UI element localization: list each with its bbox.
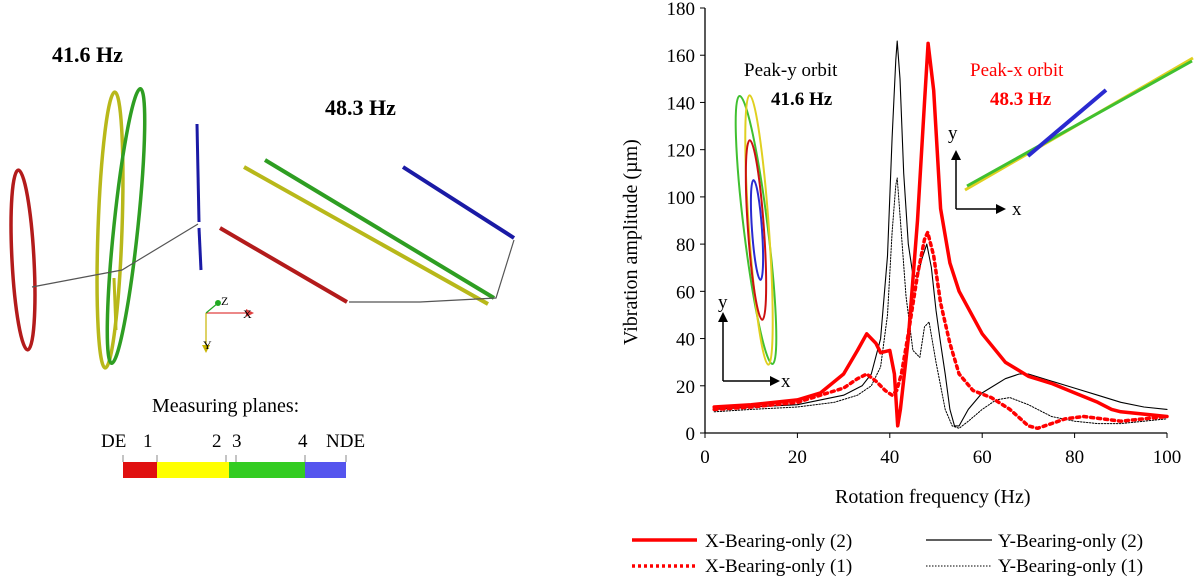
legend-label-y2: Y-Bearing-only (2) xyxy=(998,531,1143,552)
axis-triad: Z X Y xyxy=(202,294,254,353)
orbit-plane3-48 xyxy=(263,158,496,300)
y-tick-label: 180 xyxy=(667,0,696,20)
inset-y-label: y xyxy=(718,292,728,313)
peak-y-title: Peak-y orbit xyxy=(744,60,838,81)
y-tick-label: 20 xyxy=(676,377,695,398)
x-tick-label: 100 xyxy=(1153,447,1182,468)
legend-label-x1: X-Bearing-only (1) xyxy=(705,556,852,577)
triad-y-label: Y xyxy=(203,338,212,352)
x-tick-label: 20 xyxy=(788,447,807,468)
y-axis-label: Vibration amplitude (µm) xyxy=(620,139,642,345)
triad-z-label: Z xyxy=(221,294,228,308)
y-tick-label: 120 xyxy=(667,141,696,162)
plane-label-1: 1 xyxy=(143,431,153,452)
y-tick-label: 40 xyxy=(676,330,695,351)
x-axis-label: Rotation frequency (Hz) xyxy=(835,486,1030,508)
peak-x-title: Peak-x orbit xyxy=(970,60,1064,81)
inset-peak-x-orbit: Peak-x orbit 48.3 Hz y x xyxy=(948,56,1194,220)
series-line-y-bearing-only-2 xyxy=(713,40,1168,427)
inset-orbit-green xyxy=(734,94,778,366)
plane-label-de: DE xyxy=(101,431,126,452)
orbit-plane2-41 xyxy=(95,90,125,370)
inset2-y-label: y xyxy=(948,123,958,144)
x-tick-label: 60 xyxy=(973,447,992,468)
series-line-x-bearing-only-1 xyxy=(712,230,1169,431)
freq-label-41: 41.6 Hz xyxy=(52,42,123,67)
x-tick-label: 40 xyxy=(880,447,899,468)
triad-x-label: X xyxy=(243,307,252,321)
orbit-nde-41b xyxy=(197,227,203,271)
chart: 0 20 40 60 80 100 0 20 40 60 80 100 120 140 160 180 Rot… xyxy=(620,0,1181,508)
series-line-x-bearing-only-2 xyxy=(712,41,1169,428)
y-tick-label: 0 xyxy=(686,424,696,445)
x-tick-label: 0 xyxy=(700,447,710,468)
shaft-line-41 xyxy=(31,223,199,288)
orbit-de-41 xyxy=(9,168,37,352)
shaft-line-48 xyxy=(349,239,515,303)
triad-z-dot xyxy=(215,300,221,306)
inset2-x-label: x xyxy=(1012,199,1022,220)
y-tick-label: 80 xyxy=(676,235,695,256)
inset2-y-arrow xyxy=(951,150,961,160)
peak-y-freq: 41.6 Hz xyxy=(771,89,833,110)
orbit-nde-48 xyxy=(401,165,516,240)
inset-x-arrow xyxy=(770,376,780,386)
peak-x-freq: 48.3 Hz xyxy=(990,89,1052,110)
orbit-shape-48hz xyxy=(218,158,516,306)
series-line-y-bearing-only-1 xyxy=(713,177,1168,429)
plane-label-3: 3 xyxy=(232,431,242,452)
plane-label-4: 4 xyxy=(298,431,308,452)
y-tick-label: 160 xyxy=(667,46,696,67)
measuring-planes-legend: Measuring planes: DE 1 2 3 4 NDE xyxy=(101,395,365,478)
inset-orbit-yellow xyxy=(744,94,774,366)
orbit-de-48 xyxy=(218,226,349,304)
triad-x-arrow xyxy=(246,309,254,317)
y-tick-label: 100 xyxy=(667,188,696,209)
triad-y-arrow xyxy=(202,345,210,353)
inset-peak-y-orbit: Peak-y orbit 41.6 Hz y x xyxy=(718,60,838,392)
y-tick-label: 60 xyxy=(676,282,695,303)
planes-title: Measuring planes: xyxy=(152,395,299,417)
orbit-shape-41hz xyxy=(9,87,203,370)
inset-orbit-blue xyxy=(749,179,765,281)
chart-series xyxy=(712,40,1169,431)
inset-x-orbit-blue xyxy=(1026,88,1108,158)
orbit-nde-41 xyxy=(195,123,201,223)
orbit-plane1-41 xyxy=(112,277,118,331)
chart-axes xyxy=(704,8,1167,434)
chart-legend: X-Bearing-only (2) Y-Bearing-only (2) X-… xyxy=(632,531,1143,577)
y-tick-label: 140 xyxy=(667,93,696,114)
inset-x-label: x xyxy=(781,371,791,392)
plane-label-nde: NDE xyxy=(326,431,365,452)
legend-label-x2: X-Bearing-only (2) xyxy=(705,531,852,552)
plane-segment-4-nde xyxy=(305,462,346,478)
inset-orbit-red xyxy=(744,139,768,321)
inset-x-orbit-green xyxy=(966,59,1193,188)
plane-label-2: 2 xyxy=(212,431,222,452)
legend-label-y1: Y-Bearing-only (1) xyxy=(998,556,1143,577)
orbit-plane2-48 xyxy=(243,165,489,306)
left-panel-3d-view: 41.6 Hz 48.3 Hz Z xyxy=(9,42,516,478)
chart-ticks: 0 20 40 60 80 100 0 20 40 60 80 100 120 140 160 180 xyxy=(667,0,1182,468)
plane-segment-1-3 xyxy=(157,462,229,478)
orbit-plane3-41 xyxy=(105,87,147,365)
inset2-x-arrow xyxy=(996,204,1006,214)
freq-label-48: 48.3 Hz xyxy=(325,95,396,120)
x-tick-label: 80 xyxy=(1065,447,1084,468)
plane-segment-de-1 xyxy=(123,462,157,478)
inset-y-arrow xyxy=(718,312,728,322)
plane-segment-3-4 xyxy=(229,462,305,478)
